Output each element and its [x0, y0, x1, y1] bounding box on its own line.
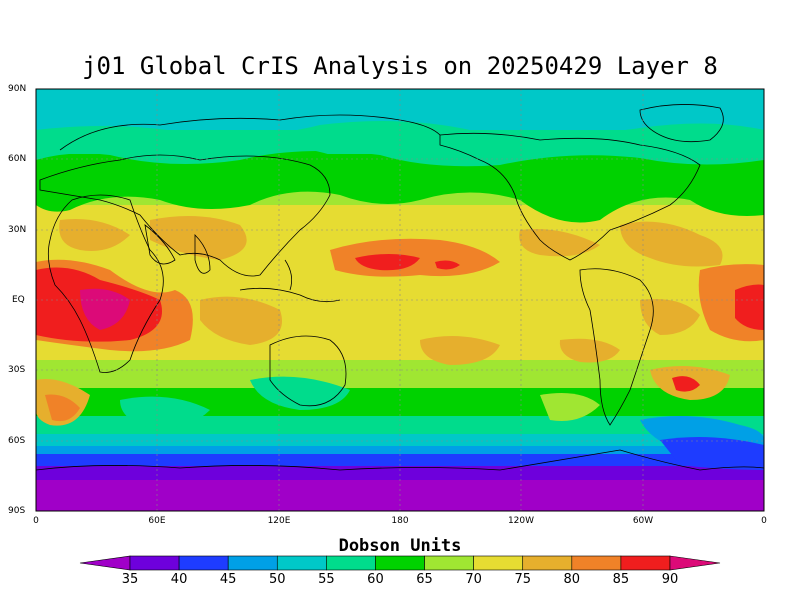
colorbar-swatch — [227, 555, 278, 571]
colorbar-tick-label: 50 — [268, 572, 286, 587]
colorbar-tick-label: 80 — [563, 572, 581, 587]
colorbar-swatch — [276, 555, 327, 571]
lat-label: 90N — [8, 84, 27, 94]
colorbar-tick-label: 40 — [170, 572, 188, 587]
colorbar-tick-label: 85 — [612, 572, 630, 587]
colorbar-swatch — [326, 555, 376, 571]
colorbar-min-arrow — [79, 555, 131, 571]
coastlines — [36, 104, 764, 471]
lon-label: 180 — [391, 516, 409, 526]
lon-label: 0 — [33, 516, 39, 526]
lon-label: 60W — [632, 516, 654, 526]
colorbar-swatch — [424, 555, 474, 571]
colorbar-tick-label: 60 — [367, 572, 384, 587]
map-title: j01 Global CrIS Analysis on 20250429 Lay… — [82, 52, 718, 80]
map-frame — [35, 88, 765, 512]
colorbar-max-arrow — [669, 555, 721, 571]
colorbar-swatch — [620, 555, 671, 571]
colorbar-swatch — [522, 555, 573, 571]
colorbar-swatch — [571, 555, 622, 571]
colorbar-swatch — [473, 555, 524, 571]
lat-label: 30N — [8, 225, 27, 235]
colorbar-tick-label: 55 — [318, 572, 335, 587]
lon-label: 0 — [761, 516, 767, 526]
colorbar-title: Dobson Units — [338, 536, 462, 556]
graticule — [36, 89, 764, 511]
colorbar-tick-label: 35 — [121, 572, 139, 587]
lon-label: 120E — [267, 516, 291, 526]
lon-label: 120W — [507, 516, 535, 526]
colorbar-tick-label: 75 — [514, 572, 531, 587]
colorbar — [79, 555, 721, 571]
colorbar-tick-label: 65 — [416, 572, 433, 587]
colorbar-swatch — [375, 555, 425, 571]
lat-label: 30S — [8, 365, 26, 375]
colorbar-tick-label: 45 — [219, 572, 237, 587]
lat-label: 60N — [8, 154, 27, 164]
lat-label: 60S — [8, 436, 26, 446]
colorbar-tick-label: 90 — [661, 572, 679, 587]
lat-label: 90S — [8, 506, 26, 516]
colorbar-swatch — [178, 555, 229, 571]
lon-label: 60E — [148, 516, 166, 526]
colorbar-tick-label: 70 — [465, 572, 482, 587]
lat-label: EQ — [12, 295, 25, 305]
colorbar-swatch — [129, 555, 180, 571]
